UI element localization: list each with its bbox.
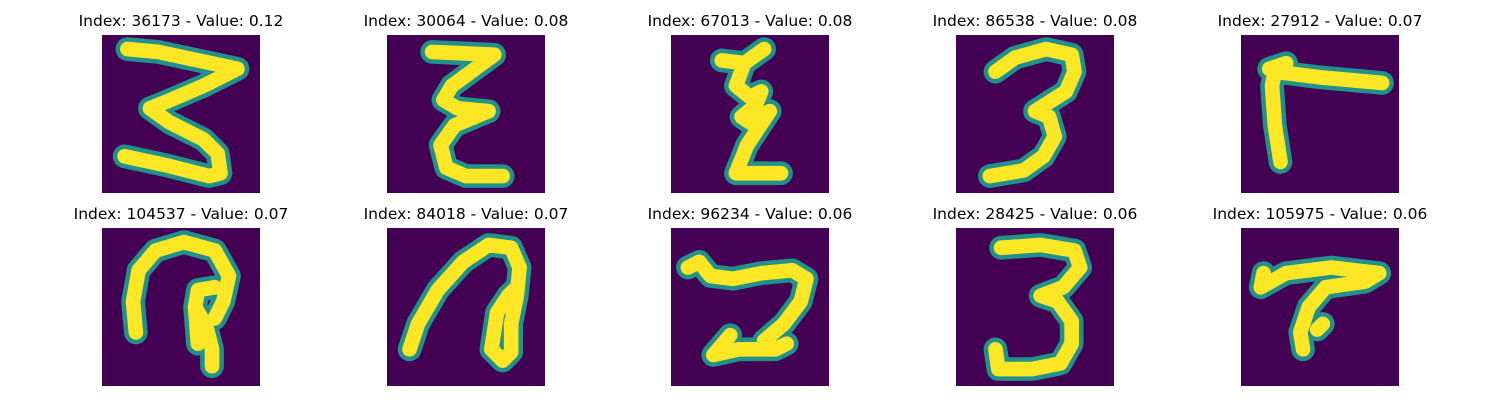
- panel-title: Index: 36173 - Value: 0.12: [78, 12, 284, 30]
- panel-title: Index: 105975 - Value: 0.06: [1212, 205, 1428, 223]
- panel-title: Index: 104537 - Value: 0.07: [73, 205, 289, 223]
- panel-title: Index: 96234 - Value: 0.06: [647, 205, 853, 223]
- digit-image: [956, 228, 1114, 386]
- panel-title: Index: 28425 - Value: 0.06: [932, 205, 1138, 223]
- digit-image: [102, 35, 260, 193]
- digit-image: [956, 35, 1114, 193]
- panel-title: Index: 67013 - Value: 0.08: [647, 12, 853, 30]
- digit-image: [1241, 35, 1399, 193]
- panel-title: Index: 84018 - Value: 0.07: [363, 205, 569, 223]
- panel-title: Index: 27912 - Value: 0.07: [1217, 12, 1423, 30]
- panel-title: Index: 30064 - Value: 0.08: [363, 12, 569, 30]
- digit-image: [387, 35, 545, 193]
- panel-title: Index: 86538 - Value: 0.08: [932, 12, 1138, 30]
- digit-image: [671, 228, 829, 386]
- digit-image: [102, 228, 260, 386]
- digit-image: [671, 35, 829, 193]
- digit-image: [1241, 228, 1399, 386]
- digit-image: [387, 228, 545, 386]
